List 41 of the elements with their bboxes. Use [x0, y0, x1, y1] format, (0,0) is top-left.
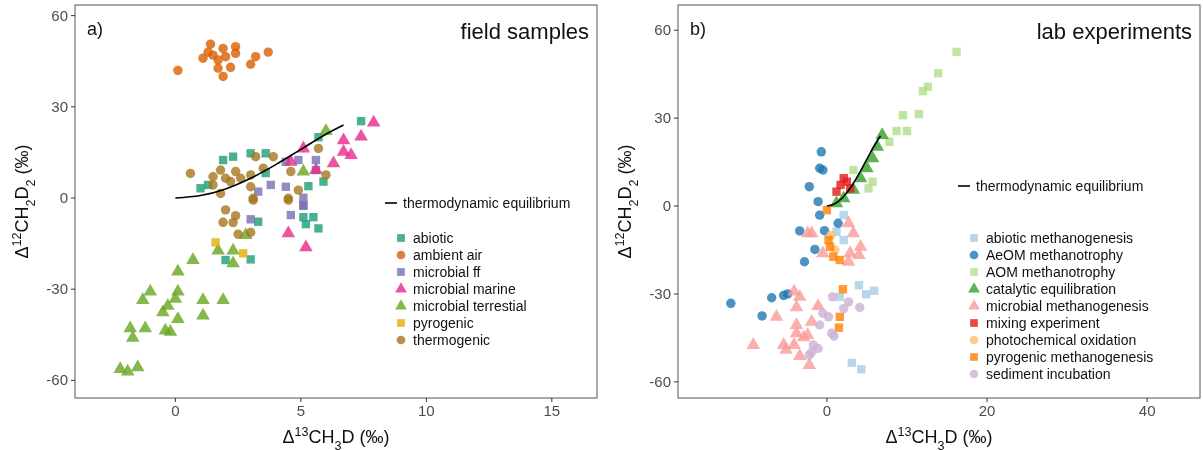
legend-label: mixing experiment [986, 315, 1100, 331]
x-tick-label: 5 [296, 402, 306, 419]
y-tick-label: 30 [654, 109, 671, 127]
legend-label: microbial ff [413, 264, 481, 280]
legend-label: microbial methanogenesis [986, 298, 1149, 314]
x-tick-label: 40 [1138, 402, 1156, 419]
y-tick-label: -60 [46, 371, 68, 389]
text: field samples [460, 19, 589, 44]
annotation: b) [690, 19, 707, 39]
legend-label: microbial marine [413, 281, 516, 297]
y-tick-label: -30 [649, 284, 671, 302]
legend-label: pyrogenic [413, 315, 474, 331]
y-tick-label: -60 [649, 372, 671, 390]
legend-label: abiotic [413, 230, 454, 246]
y-tick-label: -30 [46, 280, 68, 298]
legend-label: abiotic methanogenesis [986, 230, 1134, 246]
x-axis-title: Δ$^{13}$CH$_{3}$D (‰) [282, 425, 390, 450]
x-tick-label: 15 [543, 402, 561, 419]
x-tick-label: 0 [822, 402, 832, 419]
x-tick-label: 0 [171, 402, 180, 419]
x-tick-label: 10 [418, 402, 435, 419]
legend-label: photochemical oxidation [986, 332, 1137, 348]
y-tick-label: 0 [59, 189, 68, 206]
legend-label: microbial terrestial [413, 298, 527, 314]
legend-label: thermodynamic equilibrium [403, 195, 571, 211]
legend-label: AOM methanotrophy [986, 264, 1116, 280]
legend-label: thermogenic [413, 332, 491, 348]
y-tick-label: 0 [662, 197, 671, 215]
annotation: a) [87, 19, 104, 39]
legend-label: thermodynamic equilibrium [976, 178, 1144, 194]
legend-label: ambient air [413, 247, 483, 263]
x-axis-title: Δ$^{13}$CH$_{3}$D (‰) [885, 425, 993, 450]
legend-label: catalytic equilibration [986, 281, 1116, 297]
y-tick-label: 60 [654, 21, 671, 39]
legend-label: AeOM methanotrophy [986, 247, 1123, 263]
text: lab experiments [1036, 19, 1192, 44]
y-tick-label: 30 [51, 97, 68, 115]
y-tick-label: 60 [51, 6, 68, 24]
x-tick-label: 20 [978, 402, 996, 419]
legend-label: sediment incubation [986, 366, 1111, 382]
legend-label: pyrogenic methanogenesis [986, 349, 1154, 365]
